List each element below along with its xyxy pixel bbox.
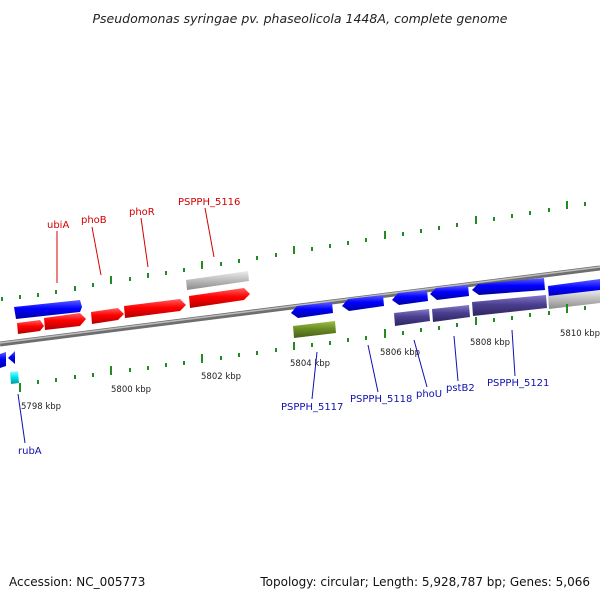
feature-red-phoR[interactable] xyxy=(124,299,186,318)
feature-gray-pspph5116[interactable] xyxy=(186,271,249,290)
gene-labels: ubiA phoB phoR PSPPH_5116 PSPPH_5117 PSP… xyxy=(18,197,549,457)
gene-label-ubiA[interactable]: ubiA xyxy=(47,220,69,231)
tick-label-5798: 5798 kbp xyxy=(21,402,61,412)
label-leaders-bottom xyxy=(17,329,516,444)
tick-label-5808: 5808 kbp xyxy=(470,338,510,348)
accession-text: Accession: NC_005773 xyxy=(9,575,145,589)
feature-purple-pspph5121[interactable] xyxy=(472,295,547,316)
feature-red-2[interactable] xyxy=(44,313,86,330)
kbp-labels: 5798 kbp 5800 kbp 5802 kbp 5804 kbp 5806… xyxy=(21,329,600,412)
label-leaders-top xyxy=(56,207,215,283)
gene-label-pspph5118[interactable]: PSPPH_5118 xyxy=(350,394,412,405)
outer-tick-track xyxy=(1,201,586,301)
feature-blue-pspph5118[interactable] xyxy=(342,295,384,311)
gene-label-pstB2[interactable]: pstB2 xyxy=(446,383,475,394)
reverse-strand-features xyxy=(0,278,600,384)
map-title: Pseudomonas syringae pv. phaseolicola 14… xyxy=(92,11,507,26)
feature-blue-right[interactable] xyxy=(548,279,600,299)
tick-label-5800: 5800 kbp xyxy=(111,385,151,395)
feature-red-phoB[interactable] xyxy=(91,308,124,324)
gene-label-phoB[interactable]: phoB xyxy=(81,215,107,226)
tick-label-5806: 5806 kbp xyxy=(380,348,420,358)
gene-label-phoU[interactable]: phoU xyxy=(416,389,442,400)
feature-blue-phoU[interactable] xyxy=(392,290,428,305)
feature-blue-pspph5117[interactable] xyxy=(291,302,333,318)
feature-olive-pspph5117[interactable] xyxy=(293,321,336,338)
feature-gray-right[interactable] xyxy=(548,290,600,309)
feature-red-3[interactable] xyxy=(189,288,250,308)
feature-blue-ubiA[interactable] xyxy=(14,300,82,319)
tick-label-5802: 5802 kbp xyxy=(201,372,241,382)
forward-strand-features xyxy=(14,271,600,334)
gene-label-pspph5116[interactable]: PSPPH_5116 xyxy=(178,197,240,208)
feature-purple-pstB2[interactable] xyxy=(432,305,470,322)
feature-blue-left-2[interactable] xyxy=(8,351,15,364)
feature-cyan-rubA[interactable] xyxy=(10,371,19,384)
inner-tick-track xyxy=(19,304,586,392)
feature-red-1[interactable] xyxy=(17,320,44,334)
gene-label-phoR[interactable]: phoR xyxy=(129,207,155,218)
feature-purple-phoU[interactable] xyxy=(394,309,430,326)
tick-label-5804: 5804 kbp xyxy=(290,359,330,369)
gene-label-pspph5117[interactable]: PSPPH_5117 xyxy=(281,402,343,413)
genome-summary-text: Topology: circular; Length: 5,928,787 bp… xyxy=(259,575,590,589)
feature-blue-pspph5121[interactable] xyxy=(472,278,545,295)
feature-blue-left-1[interactable] xyxy=(0,352,6,368)
feature-blue-pstB2[interactable] xyxy=(430,285,469,300)
gene-label-pspph5121[interactable]: PSPPH_5121 xyxy=(487,378,549,389)
gene-label-rubA[interactable]: rubA xyxy=(18,446,42,457)
tick-label-5810: 5810 kbp xyxy=(560,329,600,339)
